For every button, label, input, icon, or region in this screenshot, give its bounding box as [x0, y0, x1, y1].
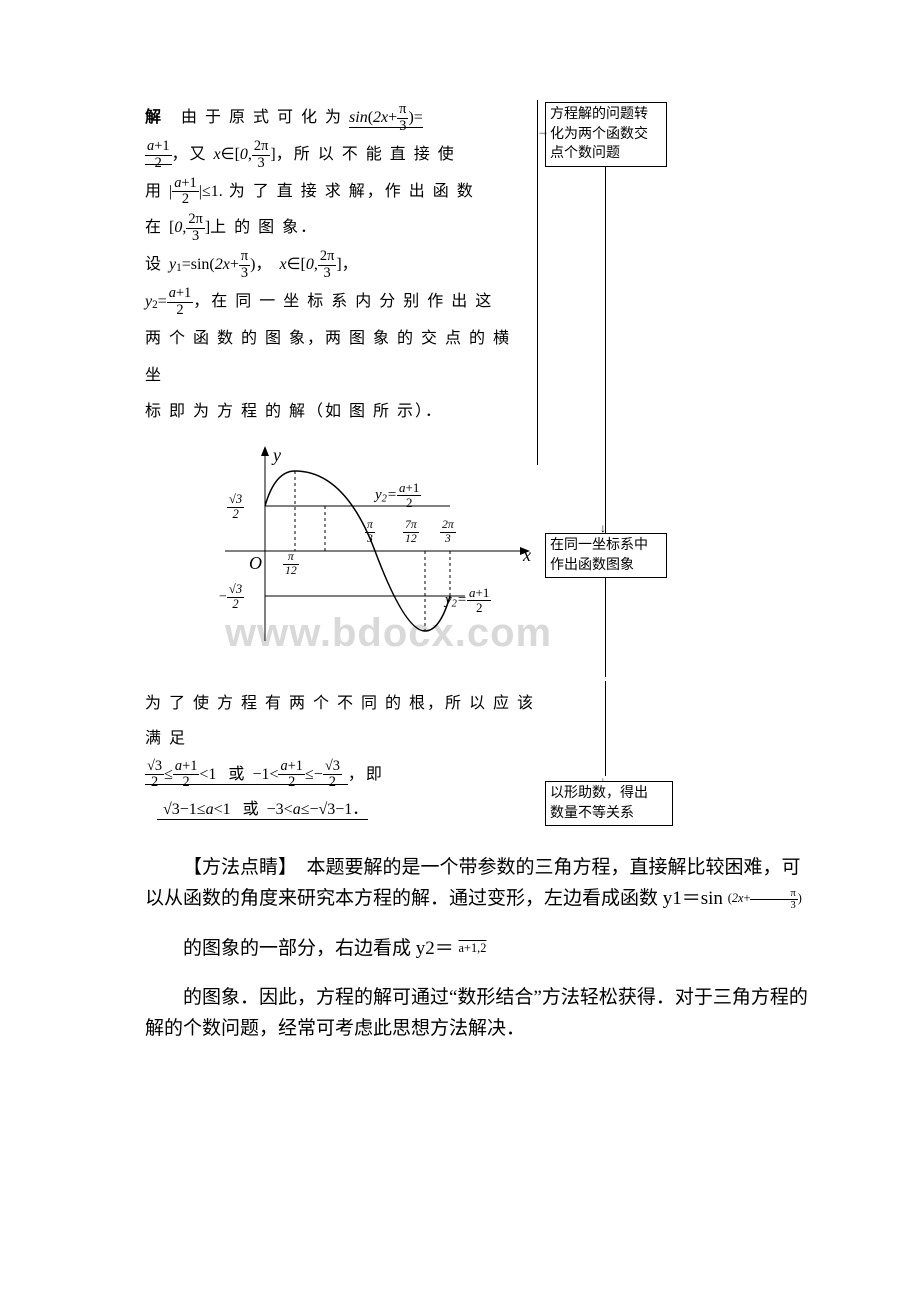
ji: 即 — [366, 766, 384, 783]
sol-l6: 两 个 函 数 的 图 象，两 图 象 的 交 点 的 横 坐 — [145, 330, 511, 384]
graph-svg — [165, 441, 565, 666]
y2-bot-label: y2=a+12 — [445, 586, 491, 616]
annot1-l2: 化为两个函数交 — [550, 127, 648, 142]
annot1-l1: 方程解的问题转 — [550, 107, 648, 122]
annot-box-3: 以形助数，得出 数量不等关系 — [545, 781, 673, 826]
annot3-l1: 以形助数，得出 — [550, 786, 648, 801]
sol-l2a: 用 — [145, 183, 163, 200]
annot-connector-3 — [605, 681, 606, 776]
sol-l3: 在 — [145, 219, 163, 236]
sol-l1a: 由 于 原 式 可 化 为 — [181, 109, 343, 126]
sol-l7: 标 即 为 方 程 的 解（如 图 所 示）． — [145, 403, 443, 420]
origin-label: O — [249, 549, 262, 578]
2pi-3-label: 2π3 — [440, 519, 456, 546]
annot-connector-2b — [605, 577, 606, 677]
sol-l3b: 上 的 图 象． — [210, 219, 318, 236]
sol-l4a: 设 — [145, 256, 163, 273]
rhs-expr: a+12 — [145, 146, 172, 165]
commentary-p1: 【方法点睛】 本题要解的是一个带参数的三角方程，直接解比较困难，可以从函数的角度… — [145, 852, 810, 915]
pi-12-label: π12 — [283, 551, 299, 578]
sol-l5a: ，在 同 一 坐 标 系 内 分 别 作 出 这 — [193, 293, 493, 310]
final-answer: √3−1≤a<1 或 −3<a≤−√3−1． — [157, 801, 368, 820]
cond-intro1: 为 了 使 方 程 有 两 个 不 同 的 根，所 以 应 该 — [145, 695, 535, 712]
annot3-l2: 数量不等关系 — [550, 806, 634, 821]
annot-connector-2a — [605, 441, 606, 529]
sol-l1c: 所 以 不 能 直 接 使 — [294, 146, 456, 163]
abs-le1: |a+12|≤1. — [169, 183, 223, 200]
page: 方程解的问题转 化为两个函数交 点个数问题 → 解 由 于 原 式 可 化 为 … — [0, 0, 920, 1103]
solution-block: 方程解的问题转 化为两个函数交 点个数问题 → 解 由 于 原 式 可 化 为 … — [145, 100, 810, 431]
sol-label: 解 — [145, 109, 163, 126]
y-axis-label: y — [273, 441, 281, 470]
sin-expr: sin(2x+π3)= — [349, 109, 423, 128]
frac-inline: a+1,2 — [459, 941, 487, 955]
ineq-line-1: √32≤a+12<1 或 −1<a+12≤−√32 — [145, 766, 348, 785]
x-in: x∈[0,2π3] — [214, 146, 276, 163]
x-axis-label: x — [523, 541, 531, 570]
graph-block: www.bdocx.com ↓ 在同一坐标系中 作出函数图象 — [145, 441, 810, 671]
or-2: 或 — [243, 801, 261, 818]
or-1: 或 — [228, 766, 246, 783]
commentary-title: 【方法点睛】 — [183, 857, 288, 878]
y2-def: y2=a+12 — [145, 293, 193, 310]
commentary-p3: 的图象．因此，方程的解可通过“数形结合”方法轻松获得．对于三角方程的解的个数问题… — [145, 982, 810, 1045]
commentary-p2: 的图象的一部分，右边看成 y2＝ a+1,2 — [145, 933, 810, 964]
sin-inline: (2x+π3) — [728, 891, 802, 905]
condition-block: ↓ 以形助数，得出 数量不等关系 为 了 使 方 程 有 两 个 不 同 的 根… — [145, 686, 810, 827]
y1-def: y1=sin(2x+π3) — [169, 256, 255, 273]
annot1-l3: 点个数问题 — [550, 146, 620, 161]
sqrt3-2-neg: −√32 — [219, 583, 244, 612]
x-in-2: x∈[0,2π3] — [280, 256, 342, 273]
y2-top-label: y2=a+12 — [375, 481, 421, 511]
sqrt3-2-pos: √32 — [227, 493, 244, 522]
7pi-12-label: 7π12 — [403, 519, 419, 546]
pi-3-label: π3 — [365, 519, 375, 546]
annot-arrow-1: → — [537, 122, 549, 141]
sol-you: 又 — [190, 146, 208, 163]
solution-text: 解 由 于 原 式 可 化 为 sin(2x+π3)= a+12，又 x∈[0,… — [145, 100, 525, 431]
annot-box-1: 方程解的问题转 化为两个函数交 点个数问题 — [545, 102, 667, 167]
interval-2: [0,2π3] — [169, 219, 210, 236]
annot-divider — [537, 100, 538, 465]
cond-intro2: 满 足 — [145, 730, 187, 747]
sol-l2b: 为 了 直 接 求 解，作 出 函 数 — [229, 183, 475, 200]
commentary: 【方法点睛】 本题要解的是一个带参数的三角方程，直接解比较困难，可以从函数的角度… — [145, 852, 810, 1045]
